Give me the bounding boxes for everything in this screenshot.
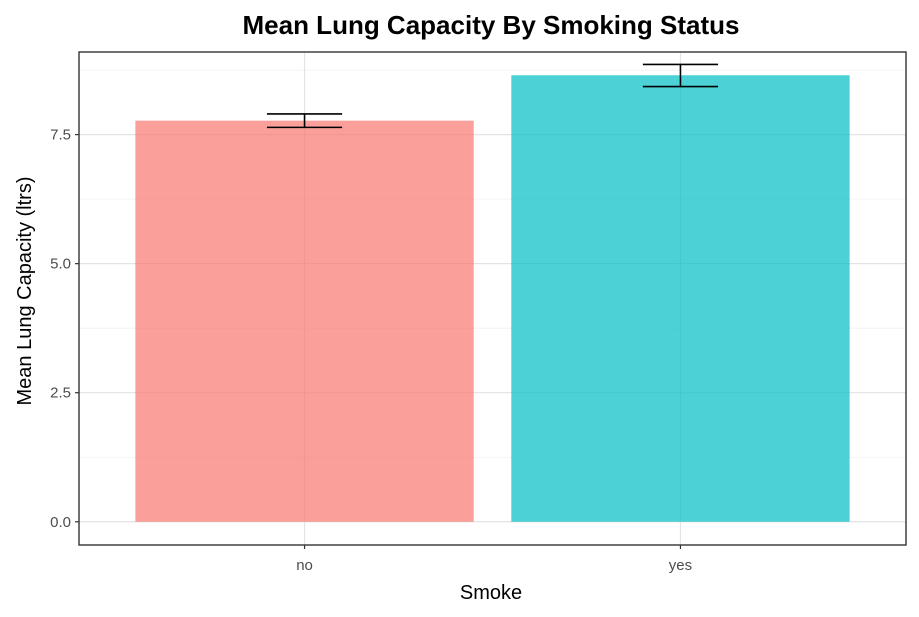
y-tick-label: 5.0 — [50, 256, 71, 273]
y-tick-label: 0.0 — [50, 514, 71, 531]
bar-yes — [511, 75, 850, 522]
y-tick-label: 2.5 — [50, 385, 71, 402]
x-tick-label: no — [296, 557, 313, 574]
error-bar-layer — [266, 63, 719, 129]
y-axis-label: Mean Lung Capacity (ltrs) — [14, 177, 36, 406]
y-tick-label: 7.5 — [50, 127, 71, 144]
bar-layer — [135, 75, 850, 522]
panel-border — [78, 51, 907, 546]
tick-layer: 0.0 2.5 5.0 7.5 no yes — [50, 127, 692, 574]
x-axis-label: Smoke — [460, 582, 522, 604]
x-tick-label: yes — [669, 557, 692, 574]
chart-title: Mean Lung Capacity By Smoking Status — [243, 10, 740, 40]
bar-no — [135, 120, 474, 522]
